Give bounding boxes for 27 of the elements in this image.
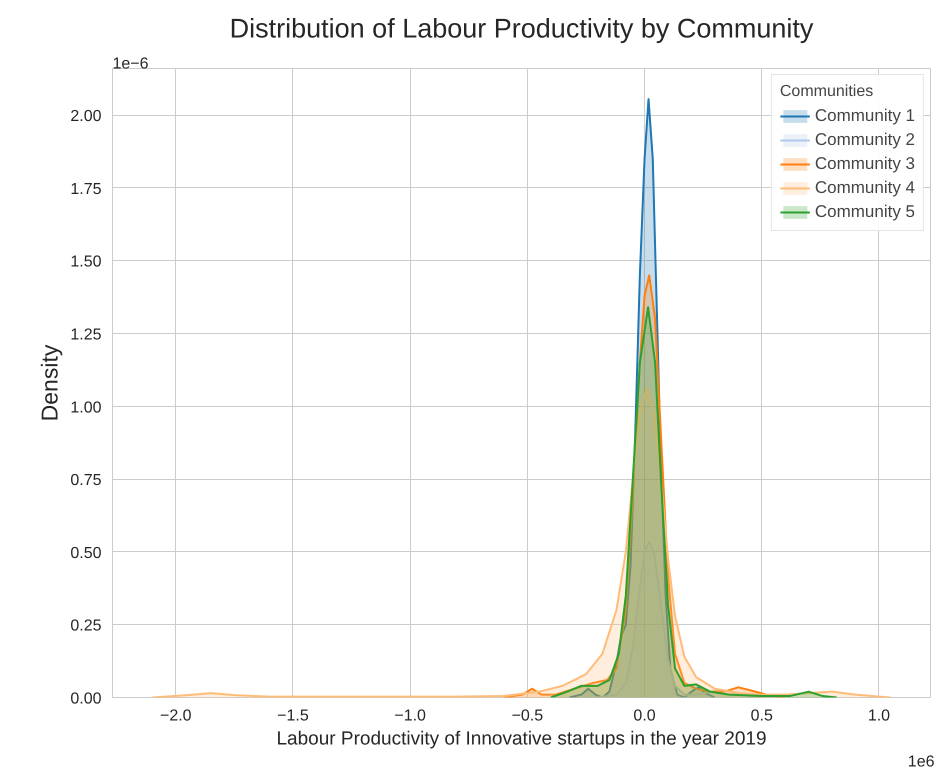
y-tick-label: 0.25: [70, 618, 102, 635]
y-tick-label: 0.75: [70, 472, 102, 490]
y-tick-label: 1.50: [70, 254, 102, 271]
y-tick-label: 0.00: [70, 690, 102, 708]
legend-label: Community 5: [814, 202, 915, 222]
legend-title: Communities: [780, 83, 874, 101]
x-tick-label: −2.0: [160, 708, 192, 724]
x-tick-label: 1.0: [868, 708, 890, 724]
x-tick-label: 0.5: [750, 708, 773, 724]
x-tick-label: −1.5: [277, 708, 309, 724]
x-tick-label: 0.0: [633, 708, 656, 724]
y-tick-label: 1.75: [70, 180, 102, 198]
y-tick-label: 0.50: [70, 544, 102, 562]
y-axis-title: Density: [36, 344, 62, 422]
legend-label: Community 2: [814, 130, 915, 150]
legend-label: Community 3: [814, 154, 915, 174]
chart-title: Distribution of Labour Productivity by Community: [230, 14, 814, 44]
annotation: 1e−6: [112, 56, 149, 72]
legend-label: Community 4: [814, 178, 915, 198]
y-tick-label: 1.25: [70, 326, 102, 344]
x-tick-label: −1.0: [394, 708, 426, 724]
y-tick-label: 2.00: [70, 108, 102, 126]
text: 1e6: [908, 754, 935, 767]
x-axis-title: Labour Productivity of Innovative startups in the year 2019: [276, 728, 767, 750]
y-tick-label: 1.00: [70, 399, 102, 416]
legend-label: Community 1: [814, 106, 915, 126]
x-tick-label: −0.5: [512, 708, 544, 724]
